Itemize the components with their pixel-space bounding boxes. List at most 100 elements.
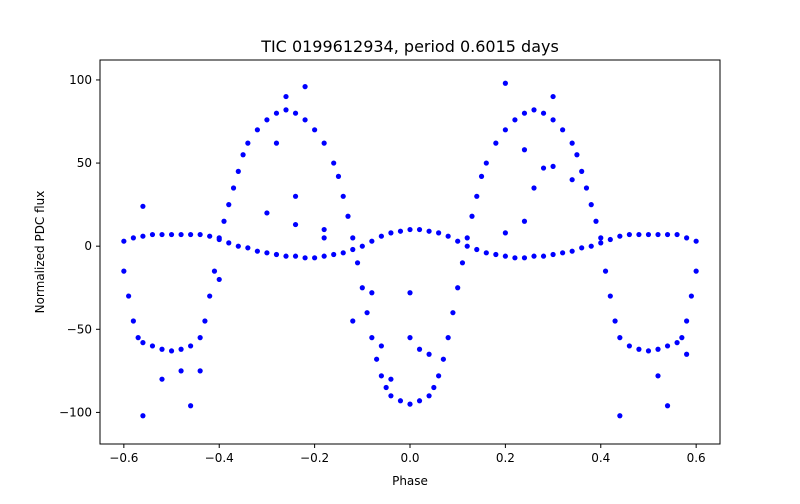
data-point: [159, 346, 165, 352]
data-point: [645, 348, 652, 354]
data-point: [574, 152, 580, 158]
data-point: [140, 340, 146, 346]
data-point: [321, 226, 327, 233]
y-axis-label: Normalized PDC flux: [33, 191, 47, 314]
data-point: [684, 351, 690, 357]
data-point: [626, 231, 632, 238]
x-tick-label: 0.0: [400, 451, 419, 465]
data-point: [240, 152, 246, 158]
data-point: [684, 235, 690, 241]
data-point: [407, 226, 413, 233]
data-point: [512, 117, 518, 123]
data-point: [140, 233, 146, 239]
y-tick-label: 50: [77, 156, 92, 170]
data-point: [359, 285, 365, 291]
data-point: [178, 368, 184, 374]
data-point: [455, 238, 461, 244]
data-point: [321, 140, 327, 146]
data-point: [335, 173, 342, 179]
data-point: [540, 165, 547, 171]
data-point: [664, 231, 671, 238]
chart-title: TIC 0199612934, period 0.6015 days: [260, 37, 559, 56]
y-tick-label: −100: [59, 405, 92, 419]
x-tick-label: 0.2: [496, 451, 515, 465]
data-point: [340, 250, 346, 256]
data-point: [655, 346, 661, 352]
data-point: [617, 233, 623, 239]
data-point: [502, 230, 508, 236]
data-point: [140, 413, 146, 419]
data-point: [531, 107, 537, 113]
data-point: [178, 346, 184, 352]
data-point: [350, 235, 356, 241]
data-point: [478, 173, 485, 179]
data-point: [560, 250, 566, 256]
data-point: [426, 393, 432, 399]
data-point: [254, 127, 260, 133]
data-point: [664, 343, 671, 349]
data-point: [521, 147, 528, 153]
data-point: [254, 248, 260, 254]
data-point: [684, 318, 690, 324]
data-point: [436, 230, 442, 236]
y-tick-label: −50: [67, 322, 92, 336]
data-point: [626, 343, 632, 349]
data-point: [583, 185, 590, 191]
data-point: [436, 373, 442, 379]
data-point: [364, 310, 370, 316]
data-point: [245, 140, 251, 146]
data-point: [378, 343, 384, 349]
data-point: [197, 231, 203, 238]
data-point: [168, 231, 175, 238]
data-point: [502, 80, 508, 86]
data-point: [235, 243, 241, 249]
data-point: [521, 255, 528, 261]
data-point: [617, 413, 623, 419]
data-point: [216, 276, 222, 283]
data-point: [292, 221, 299, 228]
data-point: [416, 346, 423, 352]
data-point: [474, 246, 480, 253]
data-point: [540, 110, 547, 116]
x-tick-label: −0.4: [205, 451, 234, 465]
data-point: [230, 185, 237, 191]
data-point: [579, 168, 585, 174]
data-markers: [121, 80, 699, 419]
data-point: [388, 376, 394, 382]
data-point: [321, 235, 327, 241]
data-point: [674, 231, 680, 238]
data-point: [292, 253, 299, 259]
data-point: [464, 235, 470, 241]
data-point: [197, 368, 203, 374]
data-point: [636, 346, 642, 352]
data-point: [126, 293, 132, 299]
data-point: [693, 268, 699, 274]
x-axis-ticks: −0.6 −0.4 −0.2 0.0 0.2 0.4 0.6: [109, 444, 706, 465]
data-point: [159, 231, 165, 238]
x-axis-label: Phase: [392, 474, 428, 488]
data-point: [202, 318, 208, 324]
data-point: [445, 335, 451, 341]
data-point: [598, 240, 604, 246]
data-point: [569, 177, 575, 183]
data-point: [531, 253, 537, 259]
data-point: [688, 293, 694, 299]
data-point: [140, 203, 146, 209]
data-point: [502, 127, 508, 133]
data-point: [197, 335, 203, 341]
data-point: [397, 228, 404, 234]
data-point: [350, 318, 356, 324]
data-point: [445, 233, 451, 239]
data-point: [521, 110, 528, 116]
data-point: [664, 403, 671, 409]
data-point: [431, 384, 437, 391]
data-point: [135, 335, 141, 341]
data-point: [569, 140, 575, 146]
data-point: [159, 376, 165, 382]
data-point: [679, 335, 685, 341]
data-point: [369, 238, 375, 244]
data-point: [693, 238, 699, 244]
data-point: [569, 248, 575, 254]
data-point: [359, 243, 365, 249]
